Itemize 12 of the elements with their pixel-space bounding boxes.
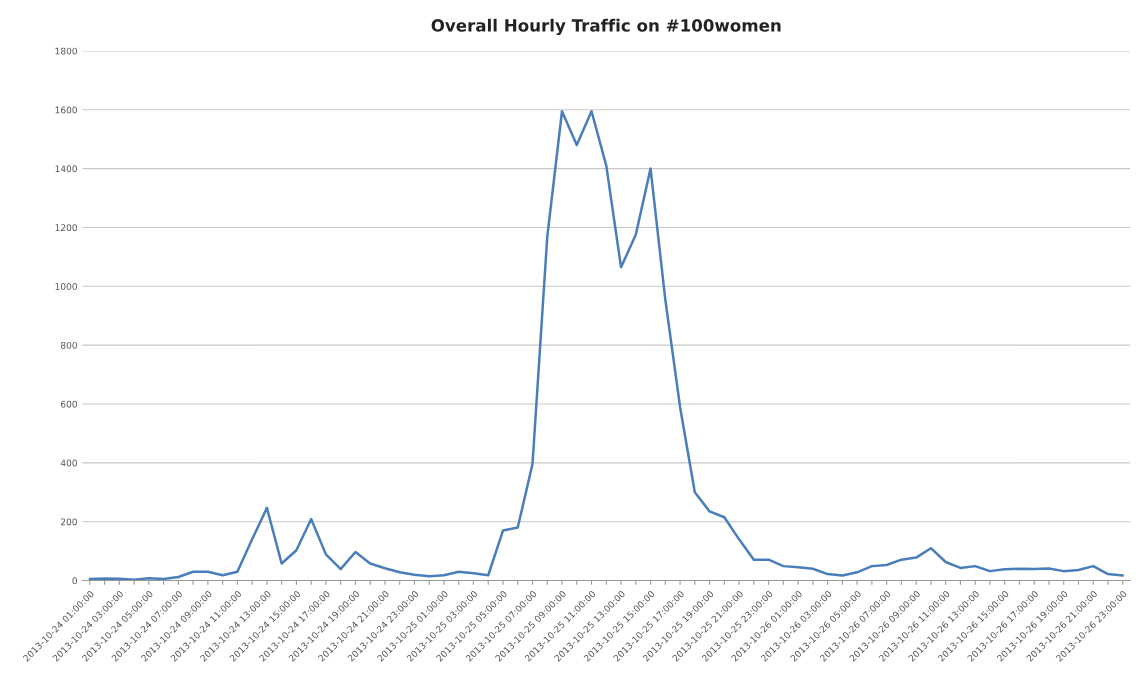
y-tick-label: 200 xyxy=(61,518,77,526)
y-tick-label: 1000 xyxy=(55,283,77,290)
y-tick-label: 1600 xyxy=(55,106,77,114)
y-tick-label: 1400 xyxy=(55,165,77,173)
y-tick-label: 0 xyxy=(72,577,77,585)
y-tick-label: 1200 xyxy=(55,224,77,232)
line-series xyxy=(88,109,1124,581)
chart-title: Overall Hourly Traffic on #100women xyxy=(431,18,781,36)
y-tick-label: 600 xyxy=(60,400,77,408)
y-tick-label: 400 xyxy=(60,459,77,467)
y-tick-label: 800 xyxy=(60,341,77,349)
y-tick-label: 1800 xyxy=(55,47,77,55)
